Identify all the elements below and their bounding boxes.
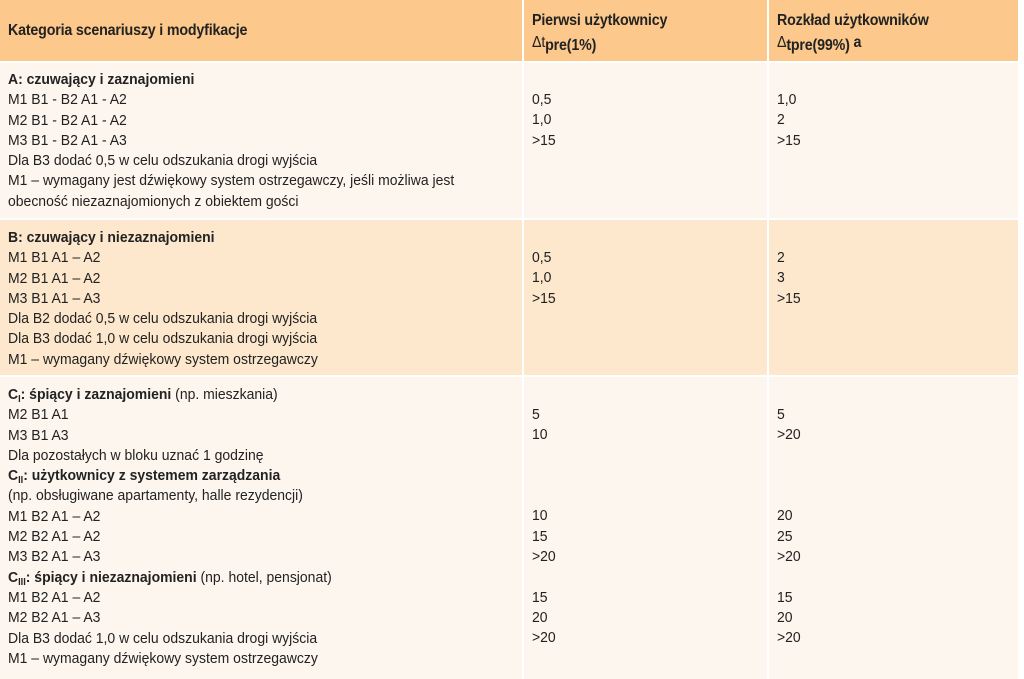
header-first-users-symbol: Δtpre(1%) — [532, 34, 597, 54]
section-b-line: Dla B3 dodać 1,0 w celu odszukania drogi… — [8, 330, 318, 348]
section-a-value: 2 — [777, 111, 785, 129]
section-a-line: Dla B3 dodać 0,5 w celu odszukania drogi… — [8, 152, 318, 170]
section-c-value: 10 — [532, 507, 548, 525]
section-b-value: 1,0 — [532, 269, 552, 287]
section-c-line: M3 B1 A3 — [8, 426, 69, 444]
section-c-line: M1 B2 A1 – A2 — [8, 588, 101, 606]
section-c-line: M2 B1 A1 — [8, 406, 69, 424]
section-ci-title: CI: śpiący i zaznajomieni (np. mieszkani… — [8, 386, 278, 405]
section-a-line: obecność niezaznajomionych z obiektem go… — [8, 192, 299, 210]
section-ciii-title: CIII: śpiący i niezaznajomieni (np. hote… — [8, 568, 332, 588]
section-a-value: 0,5 — [532, 91, 552, 108]
section-c-value: 20 — [777, 507, 793, 525]
section-b-line: M1 B1 A1 – A2 — [8, 249, 101, 267]
section-a-value: 1,0 — [532, 111, 552, 129]
section-c-value: 25 — [777, 527, 793, 545]
header-cell-distribution: Rozkład użytkowników Δtpre(99%) a — [769, 0, 1018, 61]
section-a-value: >15 — [777, 131, 801, 149]
section-c-value: >20 — [532, 548, 556, 566]
section-b-line: M1 – wymagany dźwiękowy system ostrzegaw… — [8, 350, 318, 368]
section-b-value: 0,5 — [532, 249, 552, 266]
section-c-line: M1 B2 A1 – A2 — [8, 507, 101, 525]
header-first-users-label: Pierwsi użytkownicy — [532, 12, 668, 29]
section-c-line: M3 B2 A1 – A3 — [8, 548, 101, 566]
section-b-value: 2 — [777, 249, 785, 266]
header-category-label: Kategoria scenariuszy i modyfikacje — [8, 22, 248, 39]
section-b-value: >15 — [532, 289, 556, 307]
section-c-line: Dla pozostałych w bloku uznać 1 godzinę — [8, 446, 264, 464]
section-b-row: B: czuwający i niezaznajomieni M1 B1 A1 … — [0, 220, 1018, 375]
section-c-line: M2 B2 A1 – A3 — [8, 609, 101, 627]
section-c-value: >20 — [777, 629, 801, 647]
section-b-line: Dla B2 dodać 0,5 w celu odszukania drogi… — [8, 310, 318, 328]
section-c-value: 5 — [777, 406, 785, 423]
section-c-value: >20 — [777, 426, 801, 444]
section-c-category-cell: CI: śpiący i zaznajomieni (np. mieszkani… — [0, 377, 522, 679]
section-c-distribution-cell: 5 >20 20 25 >20 15 20 >20 — [769, 377, 1018, 679]
table-header-row: Kategoria scenariuszy i modyfikacje Pier… — [0, 0, 1018, 61]
section-a-distribution-cell: 1,0 2 >15 — [769, 63, 1018, 218]
section-a-line: M2 B1 - B2 A1 - A2 — [8, 111, 127, 129]
section-b-line: M3 B1 A1 – A3 — [8, 289, 101, 307]
header-cell-category: Kategoria scenariuszy i modyfikacje — [0, 0, 522, 61]
section-a-title: A: czuwający i zaznajomieni — [8, 71, 195, 88]
section-a-value: >15 — [532, 131, 556, 149]
section-b-line: M2 B1 A1 – A2 — [8, 269, 101, 287]
section-c-line: Dla B3 dodać 1,0 w celu odszukania drogi… — [8, 629, 318, 647]
section-a-line: M1 – wymagany jest dźwiękowy system ostr… — [8, 172, 455, 190]
section-b-category-cell: B: czuwający i niezaznajomieni M1 B1 A1 … — [0, 220, 522, 375]
section-c-line: M1 – wymagany dźwiękowy system ostrzegaw… — [8, 649, 318, 667]
header-cell-first-users: Pierwsi użytkownicy Δtpre(1%) — [524, 0, 767, 61]
section-a-value: 1,0 — [777, 91, 797, 108]
header-distribution-symbol: Δtpre(99%) a — [777, 34, 862, 54]
section-c-value: 20 — [532, 608, 548, 626]
section-c-value: 15 — [777, 588, 793, 606]
section-b-title: B: czuwający i niezaznajomieni — [8, 229, 215, 246]
section-a-line: M3 B1 - B2 A1 - A3 — [8, 131, 127, 149]
section-a-category-cell: A: czuwający i zaznajomieni M1 B1 - B2 A… — [0, 63, 522, 218]
section-c-value: 15 — [532, 527, 548, 545]
section-a-row: A: czuwający i zaznajomieni M1 B1 - B2 A… — [0, 63, 1018, 218]
section-b-distribution-cell: 2 3 >15 — [769, 220, 1018, 375]
section-c-value: 20 — [777, 608, 793, 626]
section-c-value: 15 — [532, 588, 548, 606]
section-cii-note: (np. obsługiwane apartamenty, halle rezy… — [8, 487, 303, 505]
section-b-value: 3 — [777, 269, 785, 287]
section-c-value: >20 — [777, 548, 801, 566]
section-a-line: M1 B1 - B2 A1 - A2 — [8, 91, 127, 109]
section-c-value: 10 — [532, 426, 548, 444]
section-b-value: >15 — [777, 289, 801, 307]
section-c-row: CI: śpiący i zaznajomieni (np. mieszkani… — [0, 377, 1018, 679]
section-a-first-users-cell: 0,5 1,0 >15 — [524, 63, 767, 218]
header-distribution-label: Rozkład użytkowników — [777, 12, 929, 29]
section-c-first-users-cell: 5 10 10 15 >20 15 20 >20 — [524, 377, 767, 679]
section-c-value: >20 — [532, 629, 556, 647]
section-cii-title: CII: użytkownicy z systemem zarządzania — [8, 467, 281, 487]
section-c-line: M2 B2 A1 – A2 — [8, 528, 101, 546]
section-b-first-users-cell: 0,5 1,0 >15 — [524, 220, 767, 375]
section-c-value: 5 — [532, 406, 540, 423]
